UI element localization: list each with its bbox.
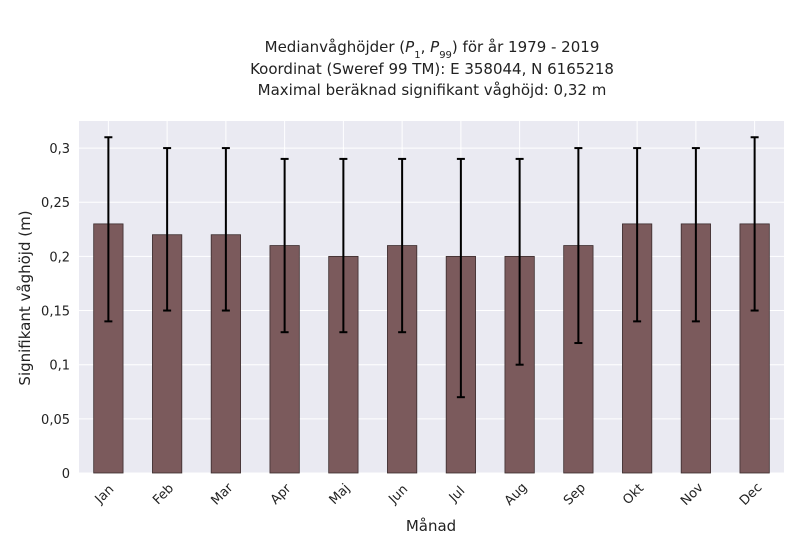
x-tick-label-jan: Jan	[92, 482, 117, 507]
error-bar-jun	[398, 157, 407, 334]
x-tick-label-dec: Dec	[737, 480, 765, 508]
y-tick-label: 0,1	[49, 359, 70, 374]
y-tick-label: 0,3	[49, 142, 70, 157]
x-tick-label-jun: Jun	[385, 482, 411, 508]
x-tick-label-jul: Jul	[446, 484, 468, 506]
error-bar-feb	[163, 147, 172, 312]
x-tick-label-apr: Apr	[268, 481, 295, 508]
error-bar-nov	[691, 147, 700, 323]
x-tick-label-mar: Mar	[208, 480, 236, 508]
chart-title: Medianvåghöjder (P1, P99) för år 1979 - …	[250, 38, 614, 99]
y-tick-label: 0	[62, 467, 70, 482]
error-bar-jul	[456, 157, 465, 399]
x-tick-label-feb: Feb	[150, 481, 177, 508]
error-bar-dec	[750, 136, 759, 312]
y-tick-label: 0,25	[41, 196, 70, 211]
y-axis-label: Signifikant våghöjd (m)	[16, 210, 34, 385]
x-tick-label-okt: Okt	[620, 481, 647, 508]
y-tick-label: 0,05	[41, 413, 70, 428]
x-axis-label: Månad	[406, 517, 456, 535]
chart-title-line-1: Medianvåghöjder (P1, P99) för år 1979 - …	[265, 38, 600, 61]
chart-title-line-3: Maximal beräknad signifikant våghöjd: 0,…	[258, 81, 607, 99]
error-bars	[104, 136, 759, 399]
error-bar-jan	[104, 136, 113, 323]
error-bar-sep	[574, 147, 583, 345]
error-bar-maj	[339, 157, 348, 334]
chart-title-line-2: Koordinat (Sweref 99 TM): E 358044, N 61…	[250, 60, 614, 78]
error-bar-okt	[633, 147, 642, 323]
x-tick-label-maj: Maj	[327, 481, 354, 508]
x-tick-label-nov: Nov	[678, 480, 707, 509]
y-tick-label: 0,2	[49, 250, 70, 265]
x-tick-label-aug: Aug	[502, 480, 531, 509]
y-tick-label: 0,15	[41, 305, 70, 320]
x-axis-ticks: Jan Feb Mar Apr Maj Jun Jul Aug Sep Okt Nov Dec	[92, 480, 766, 509]
x-tick-label-sep: Sep	[561, 481, 589, 509]
error-bar-mar	[221, 147, 230, 312]
error-bar-apr	[280, 157, 289, 334]
plot-area	[79, 121, 784, 473]
y-axis-ticks: 0 0,05 0,1 0,15 0,2 0,25 0,3	[41, 142, 70, 482]
error-bar-aug	[515, 157, 524, 366]
